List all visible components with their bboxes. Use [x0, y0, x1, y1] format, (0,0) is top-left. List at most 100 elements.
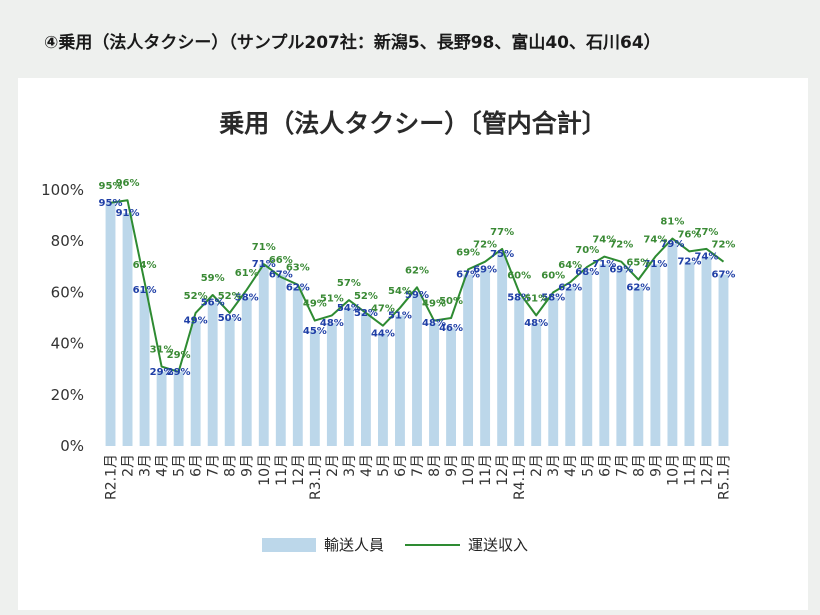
- bar: [309, 330, 320, 446]
- line-data-label: 95%: [99, 181, 123, 192]
- bar-data-label: 51%: [388, 310, 412, 321]
- bar: [156, 371, 167, 446]
- line-data-label: 64%: [133, 260, 157, 271]
- bar-data-label: 67%: [269, 269, 293, 280]
- bar: [173, 371, 184, 446]
- x-tick-label: 7月: [206, 454, 222, 477]
- line-data-label: 71%: [252, 242, 276, 253]
- bar-data-label: 29%: [167, 367, 191, 378]
- line-data-label: 50%: [439, 296, 463, 307]
- bar-data-label: 69%: [609, 264, 633, 275]
- bar-data-label: 48%: [320, 318, 344, 329]
- x-tick-label: 3月: [546, 454, 562, 477]
- line-data-label: 60%: [507, 270, 531, 281]
- bar: [190, 320, 201, 446]
- x-tick-label: 12月: [495, 454, 511, 486]
- line-data-label: 64%: [558, 260, 582, 271]
- line-data-label: 76%: [677, 229, 701, 240]
- chart: 乗用（法人タクシー）〔管内合計〕 0%20%40%60%80%100% 95%9…: [41, 109, 736, 554]
- bar: [395, 315, 405, 446]
- bar-data-label: 44%: [371, 328, 395, 339]
- x-tick-label: 9月: [444, 454, 460, 477]
- x-tick-label: 9月: [240, 454, 256, 477]
- x-tick-label: 4月: [155, 454, 171, 477]
- bar-data-label: 58%: [541, 293, 565, 304]
- bar: [650, 264, 661, 446]
- line-data-label: 77%: [694, 227, 718, 238]
- legend-swatch-bar: [262, 538, 316, 552]
- bar: [412, 294, 422, 446]
- x-tick-label: 3月: [138, 454, 154, 477]
- x-tick-label: 4月: [563, 454, 579, 477]
- bar: [582, 271, 593, 446]
- x-tick-label: 7月: [614, 454, 630, 477]
- bar-data-label: 67%: [456, 269, 480, 280]
- bar-data-label: 91%: [116, 208, 140, 219]
- line-data-label: 60%: [541, 270, 565, 281]
- line-data-label: 74%: [643, 235, 667, 246]
- chart-panel: 乗用（法人タクシー）〔管内合計〕 0% 20% 40% 60% 80% 100% 95% 9…: [18, 78, 808, 610]
- bar-data-label: 62%: [626, 282, 650, 293]
- bar-data-label: 29%: [150, 367, 174, 378]
- bar-data-label: 54%: [337, 303, 361, 314]
- x-tick-label: 5月: [376, 454, 392, 477]
- bar: [139, 289, 150, 446]
- bar: [429, 323, 439, 446]
- line-data-label: 51%: [524, 293, 548, 304]
- bar: [531, 323, 542, 446]
- x-tick-label: 8月: [223, 454, 239, 477]
- bar: [241, 297, 252, 446]
- x-tick-label: 11月: [682, 454, 698, 486]
- bar: [616, 269, 627, 446]
- x-tick-label: R5.1月: [716, 454, 732, 500]
- bar-data-label: 58%: [507, 293, 531, 304]
- line-data-label: 29%: [167, 350, 191, 361]
- bar-data-label: 71%: [643, 259, 667, 270]
- bar-data-label: 46%: [439, 323, 463, 334]
- bar: [122, 213, 133, 446]
- x-tick-label: 10月: [257, 454, 273, 486]
- x-tick-label: 2月: [121, 454, 137, 477]
- bar-data-label: 50%: [218, 313, 242, 324]
- bar: [292, 287, 303, 446]
- line-data-label: 51%: [320, 293, 344, 304]
- x-tick-label: 2月: [325, 454, 341, 477]
- x-tick-label: 12月: [699, 454, 715, 486]
- line-data-label: 70%: [575, 245, 599, 256]
- x-tick-label: 8月: [631, 454, 647, 477]
- bar: [667, 243, 678, 446]
- bar-data-label: 48%: [524, 318, 548, 329]
- x-tick-label: 6月: [597, 454, 613, 477]
- y-tick-label: 60%: [51, 283, 84, 301]
- x-tick-label: 5月: [172, 454, 188, 477]
- chart-title: 乗用（法人タクシー）〔管内合計〕: [219, 109, 607, 138]
- bar-data-label: 49%: [184, 316, 208, 327]
- line-data-label: 52%: [218, 291, 242, 302]
- line-data-label: 47%: [371, 304, 395, 315]
- x-tick-label: 5月: [580, 454, 596, 477]
- x-tick-label: 8月: [427, 454, 443, 477]
- y-tick-label: 80%: [51, 232, 84, 250]
- bar: [378, 333, 388, 446]
- x-tick-label: 11月: [478, 454, 494, 486]
- line-data-label: 62%: [405, 265, 429, 276]
- bar: [684, 261, 695, 446]
- x-tick-label: 10月: [665, 454, 681, 486]
- line-data-label: 72%: [712, 240, 736, 251]
- bar: [343, 307, 354, 446]
- bar: [497, 254, 508, 446]
- y-tick-label: 40%: [51, 335, 84, 353]
- bar-data-label: 75%: [490, 249, 514, 260]
- bar: [480, 269, 491, 446]
- line-data-label: 31%: [150, 345, 174, 356]
- line-data-label: 65%: [626, 258, 650, 269]
- bar-data-label: 67%: [712, 269, 736, 280]
- x-tick-label: 6月: [393, 454, 409, 477]
- line-data-label: 96%: [116, 178, 140, 189]
- line-data-label: 81%: [660, 217, 684, 228]
- bar: [446, 328, 456, 446]
- legend-label-line: 運送収入: [468, 536, 528, 554]
- x-tick-label: 4月: [359, 454, 375, 477]
- x-tick-label: 7月: [410, 454, 426, 477]
- bar-data-label: 61%: [133, 285, 157, 296]
